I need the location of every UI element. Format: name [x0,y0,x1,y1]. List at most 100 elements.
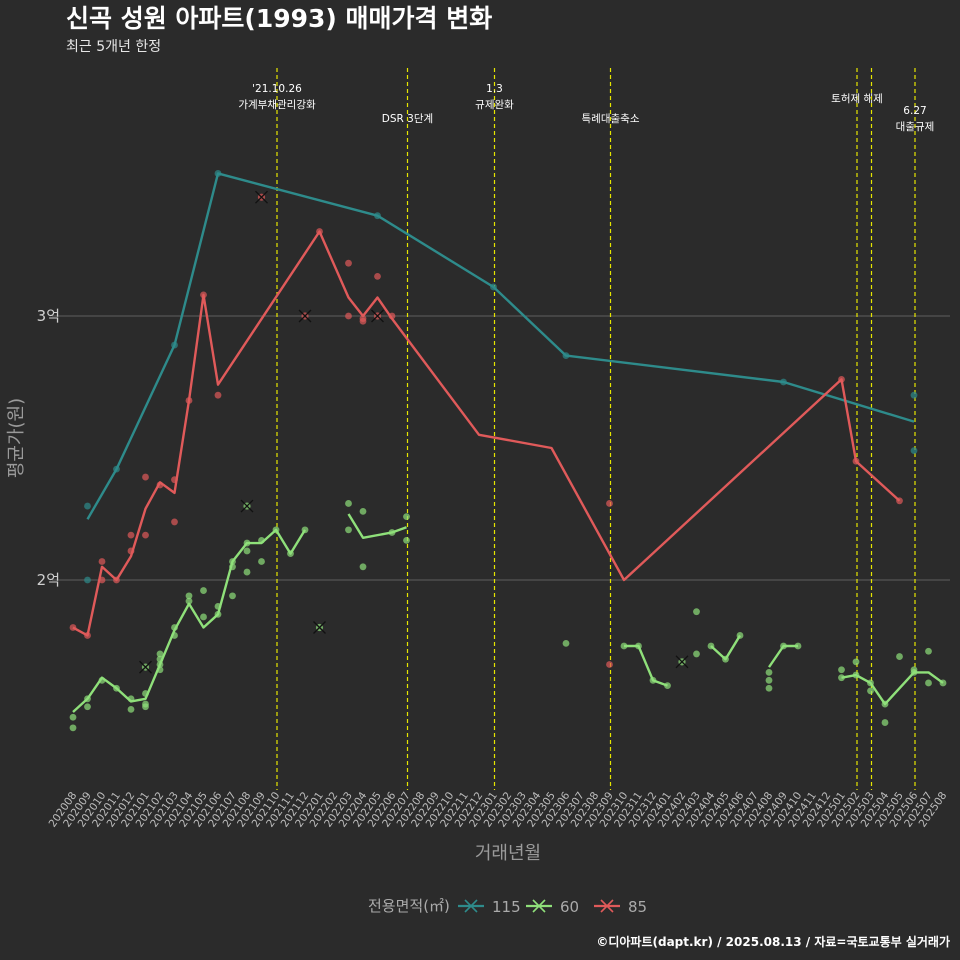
data-point-60 [243,547,251,555]
data-point-85 [838,375,845,383]
data-point-85 [113,576,120,584]
data-point-60 [736,632,744,639]
legend-cross [600,899,614,913]
y-tick-label: 3억 [37,307,60,325]
event-label: DSR 3단계 [382,113,433,125]
cross-stroke [371,309,384,323]
data-point-60 [69,724,77,732]
data-point-60 [156,666,164,674]
event-label: '21.10.26 [252,83,302,95]
data-point-60 [649,676,657,684]
data-point-85 [345,259,352,267]
data-point-85 [98,576,106,584]
data-point-60 [838,674,845,682]
data-point-115 [113,465,120,473]
data-point-60 [722,655,729,663]
data-point-85 [316,228,323,235]
data-point-60 [171,624,178,631]
data-point-85 [185,397,193,404]
event-label: 6.27 [903,105,926,117]
data-point-60 [403,513,410,521]
data-point-60 [243,568,251,576]
data-point-85 [345,312,352,320]
data-point-85 [98,558,106,565]
data-point-60 [229,563,236,571]
data-point-115 [910,391,918,399]
cross-marker-85 [298,309,312,323]
data-point-60 [925,679,932,687]
data-point-60 [301,526,309,534]
event-label: 토허제 해제 [831,92,883,105]
data-point-60 [925,647,932,655]
data-point-115 [84,502,91,510]
cross-stroke [298,309,312,323]
data-point-60 [359,563,367,571]
data-point-60 [272,526,280,534]
data-point-60 [693,608,700,616]
data-point-60 [707,642,715,650]
data-point-60 [765,669,773,676]
series-line-60 [347,513,407,539]
chart-caption: ©디아파트(dapt.kr) / 2025.08.13 / 자료=국토교통부 실… [596,934,950,949]
data-point-60 [910,666,918,674]
y-tick-labels: 2억 3억 [37,307,60,589]
event-label: 특례대출축소 [582,113,640,125]
data-point-60 [185,592,193,600]
data-point-60 [345,500,352,507]
data-point-60 [867,687,874,695]
data-point-60 [838,666,845,674]
data-point-85 [142,531,149,539]
data-point-60 [127,705,135,713]
data-point-60 [562,639,570,647]
event-label: 가계부채관리강화 [238,99,316,111]
chart-title: 신곡 성원 아파트(1993) 매매가격 변화 [66,4,492,33]
cross-marker-85 [255,190,268,204]
data-point-60 [243,539,251,547]
data-point-60 [214,610,222,618]
data-point-85 [69,624,77,631]
legend: 전용면적(㎡) 115 60 85 [368,897,647,916]
data-point-60 [852,671,860,679]
data-point-60 [156,655,164,663]
data-point-60 [359,507,367,515]
data-point-60 [881,700,889,708]
y-axis-label: 평균가(원) [6,398,27,478]
data-point-115 [490,283,497,291]
data-point-60 [156,661,164,668]
data-point-60 [84,695,91,703]
data-point-60 [142,700,149,708]
data-point-85 [606,500,613,507]
data-point-60 [345,526,352,534]
y-tick-label: 2억 [37,571,60,589]
chart-subtitle: 최근 5개년 한정 [66,39,161,55]
data-point-60 [84,703,91,711]
legend-cross [464,899,478,913]
data-point-85 [896,497,903,505]
data-point-85 [214,391,222,399]
data-point-115 [171,341,178,349]
event-label: 규제완화 [475,98,514,111]
data-point-60 [214,603,222,610]
data-point-85 [388,312,396,320]
data-point-60 [200,587,207,594]
data-point-85 [156,481,164,489]
x-axis-label: 거래년월 [475,843,541,864]
legend-label: 85 [628,898,647,916]
data-point-115 [562,352,570,359]
data-point-85 [606,661,613,668]
data-point-60 [171,632,178,639]
data-point-60 [403,537,410,544]
legend-cross [532,899,546,913]
data-point-115 [84,576,91,584]
data-point-60 [142,690,149,697]
cross-stroke [313,621,326,634]
data-point-85 [142,473,149,481]
data-point-60 [200,613,207,621]
data-point-60 [765,684,773,692]
data-point-60 [635,642,642,650]
cross-stroke [139,660,152,674]
series-line-85 [72,230,901,637]
cross-marker-60 [313,621,326,634]
data-point-60 [229,558,236,565]
